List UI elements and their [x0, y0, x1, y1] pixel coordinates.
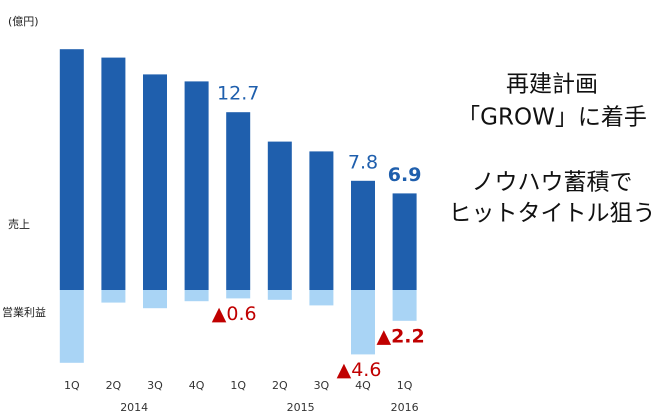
annotation: 再建計画	[506, 72, 598, 98]
x-group-label: 2015	[287, 401, 315, 414]
value-label: ▲2.2	[376, 325, 424, 347]
x-tick-label: 2Q	[272, 379, 288, 392]
x-tick-label: 1Q	[230, 379, 246, 392]
bar	[351, 180, 375, 290]
unit-label: (億円)	[8, 15, 39, 28]
bar	[184, 290, 209, 302]
bar	[351, 290, 375, 355]
x-tick-label: 3Q	[314, 379, 330, 392]
x-tick-label: 3Q	[147, 379, 163, 392]
annotation: ヒットタイトル狙う	[449, 201, 656, 227]
bar	[226, 112, 251, 290]
value-label: 7.8	[348, 151, 378, 173]
x-tick-label: 1Q	[64, 379, 80, 392]
value-label: ▲0.6	[212, 303, 257, 325]
bar	[226, 290, 251, 299]
x-tick-label: 2Q	[106, 379, 122, 392]
bar	[267, 290, 292, 300]
bar	[267, 141, 292, 290]
bar	[59, 49, 84, 291]
bar	[101, 290, 126, 303]
value-label: ▲4.6	[337, 359, 382, 381]
series-label: 売上	[8, 218, 30, 231]
x-tick-label: 1Q	[397, 379, 413, 392]
bar	[143, 290, 167, 309]
bar	[392, 193, 417, 290]
bar	[101, 57, 126, 290]
x-group-label: 2016	[391, 401, 419, 414]
bar	[392, 290, 417, 321]
x-tick-label: 4Q	[355, 379, 371, 392]
bar	[309, 151, 334, 290]
bar	[184, 81, 209, 291]
bar	[143, 74, 167, 291]
annotation: ノウハウ蓄積で	[472, 170, 633, 196]
value-label: 12.7	[217, 83, 259, 105]
bar	[309, 290, 334, 306]
series-label: 営業利益	[2, 305, 46, 319]
annotation: 「GROW」に着手	[457, 105, 647, 131]
x-group-label: 2014	[120, 401, 148, 414]
bar	[59, 290, 84, 363]
value-label: 6.9	[388, 164, 422, 186]
x-tick-label: 4Q	[189, 379, 205, 392]
